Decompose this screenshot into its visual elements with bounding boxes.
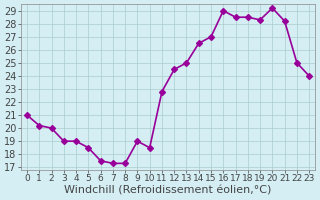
X-axis label: Windchill (Refroidissement éolien,°C): Windchill (Refroidissement éolien,°C): [64, 186, 272, 196]
